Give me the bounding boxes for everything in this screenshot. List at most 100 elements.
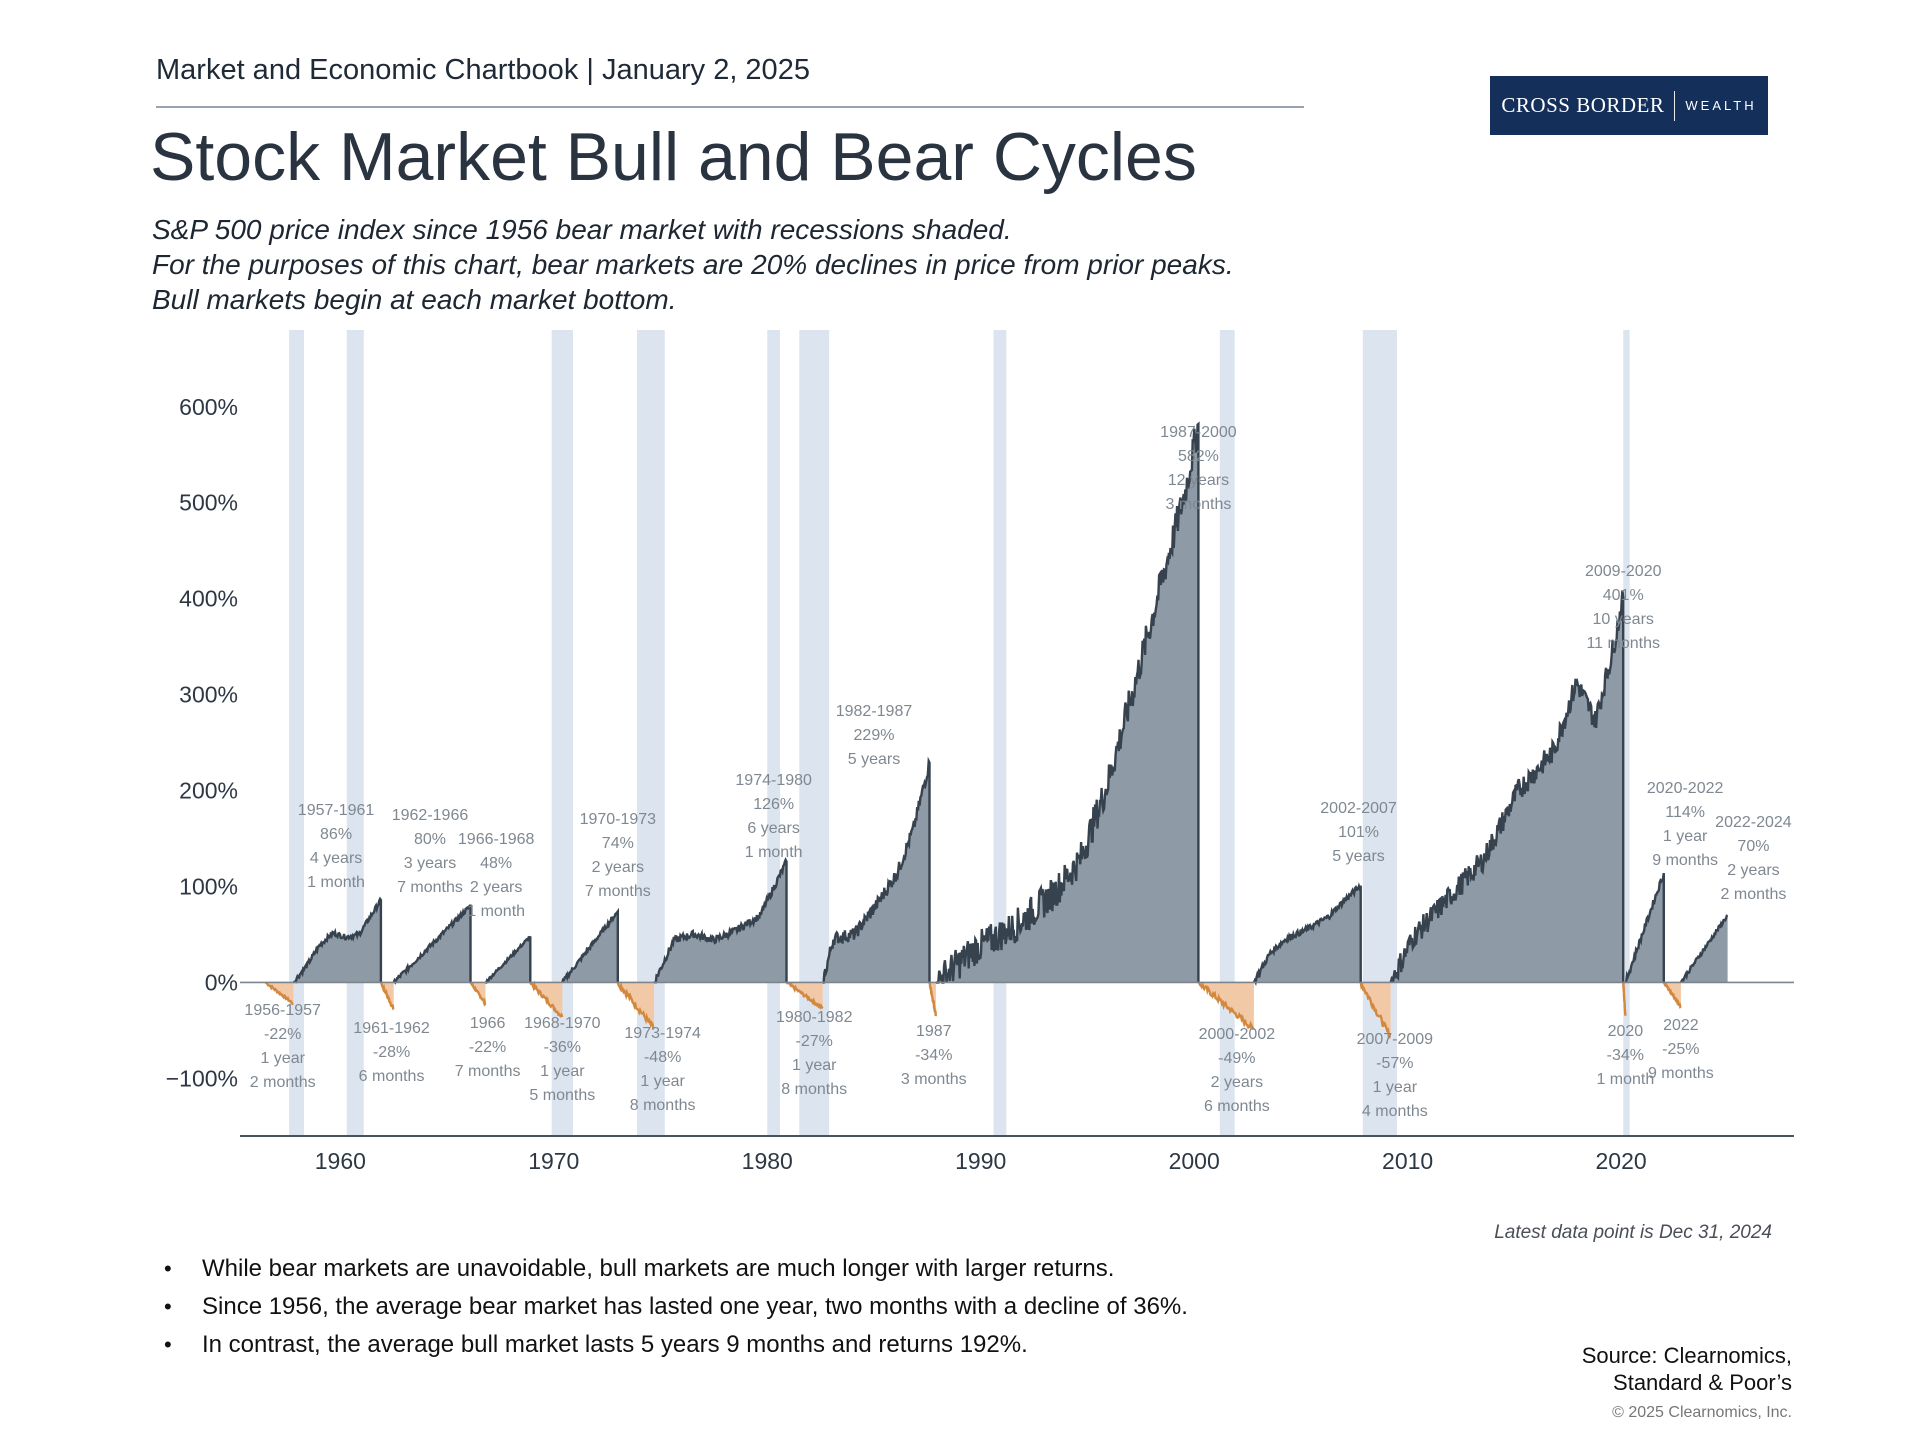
bull-market-label-line: 2009-2020 [1585, 563, 1662, 580]
bull-market-label: 2020-2022 114% 1 year 9 months [1647, 780, 1724, 869]
bull-market-label-line: 229% [854, 727, 895, 744]
bull-market-label-line: 114% [1665, 804, 1705, 821]
source-line: Standard & Poor’s [1613, 1370, 1792, 1395]
bull-market-line [292, 896, 383, 984]
logo-sub-text: WEALTH [1685, 98, 1757, 113]
bear-market-label-line: 2022 [1663, 1017, 1699, 1034]
bull-market-label-line: 1987-2000 [1160, 424, 1237, 441]
x-tick-label: 1970 [528, 1148, 579, 1170]
bear-market-label-line: 1961-1962 [353, 1020, 430, 1037]
bear-market-line [380, 981, 395, 1011]
bull-market-label-line: 2 months [1721, 886, 1787, 903]
bull-market-label: 1970-1973 74% 2 years 7 months [580, 811, 657, 900]
bear-market-label-line: 6 months [359, 1068, 425, 1085]
bear-market-label-line: 8 months [781, 1081, 847, 1098]
bear-market-label-line: 1 year [792, 1057, 837, 1074]
bull-market-label-line: 74% [602, 835, 634, 852]
bear-market-label: 1961-1962 -28% 6 months [353, 1020, 430, 1085]
bull-market-label-line: 80% [414, 831, 446, 848]
bull-market-line [485, 935, 532, 984]
bear-market-label-line: 5 months [529, 1087, 595, 1104]
x-tick-label: 2010 [1382, 1148, 1433, 1170]
bull-market-line [1252, 882, 1362, 987]
y-tick-label: 400% [179, 586, 238, 612]
x-tick-label: 1990 [955, 1148, 1006, 1170]
source-line: Source: Clearnomics, [1581, 1343, 1792, 1368]
bull-market-label-line: 582% [1178, 448, 1219, 465]
logo-separator [1674, 90, 1676, 121]
header-divider [156, 106, 1304, 108]
bear-market-label-line: 1980-1982 [776, 1009, 853, 1026]
key-points-list: While bear markets are unavoidable, bull… [164, 1250, 1188, 1364]
y-tick-label: −100% [166, 1065, 238, 1091]
bear-market-label-line: 2020 [1608, 1023, 1644, 1040]
bull-market-label-line: 9 months [1652, 852, 1718, 869]
bull-market-label-line: 70% [1737, 838, 1769, 855]
key-point: Since 1956, the average bear market has … [164, 1288, 1188, 1326]
y-tick-label: 600% [179, 394, 238, 420]
bull-market-label: 1982-1987 229% 5 years [836, 703, 913, 768]
bull-market-line [653, 857, 788, 984]
bull-market-line [392, 904, 472, 985]
bull-market-label: 1966-1968 48% 2 years 1 month [458, 831, 535, 920]
bull-market-line [1679, 914, 1729, 984]
bull-market-label-line: 1982-1987 [836, 703, 913, 720]
bear-market-label-line: 1 year [540, 1063, 585, 1080]
bull-market-label: 1974-1980 126% 6 years 1 month [735, 772, 812, 861]
bull-market-label-line: 48% [480, 855, 512, 872]
bear-market-label: 2020 -34% 1 month [1596, 1023, 1654, 1088]
bull-market-line [561, 907, 619, 983]
bear-market-label-line: 2000-2002 [1199, 1026, 1276, 1043]
bear-market-label: 1973-1974 -48% 1 year 8 months [624, 1025, 701, 1114]
bear-market-label-line: 1 year [260, 1050, 305, 1067]
bull-market-label: 1962-1966 80% 3 years 7 months [392, 807, 469, 896]
x-tick-label: 1960 [315, 1148, 366, 1170]
bull-market-label-line: 2 years [470, 879, 522, 896]
bull-market-label-line: 1957-1961 [298, 802, 375, 819]
bull-market-label: 2022-2024 70% 2 years 2 months [1715, 814, 1792, 903]
bear-market-label-line: 7 months [455, 1063, 521, 1080]
bear-market-line [1662, 981, 1682, 1009]
bear-market-label-line: -48% [644, 1049, 681, 1066]
y-tick-label: 500% [179, 490, 238, 516]
bull-market-area [654, 859, 787, 983]
bear-market-label-line: -57% [1376, 1055, 1413, 1072]
bear-market-label: 1987 -34% 3 months [901, 1023, 967, 1088]
x-tick-label: 2020 [1596, 1148, 1647, 1170]
bull-market-label-line: 1 month [745, 844, 803, 861]
bear-market-label: 2022 -25% 9 months [1648, 1017, 1714, 1082]
bull-market-label-line: 2 years [592, 859, 644, 876]
bull-market-label-line: 1 month [307, 874, 365, 891]
bull-market-label-line: 11 months [1586, 635, 1660, 652]
bear-market-line [928, 982, 938, 1017]
bear-market-label-line: -34% [915, 1047, 952, 1064]
bull-market-area [1390, 590, 1624, 983]
bear-market-line [529, 980, 564, 1018]
x-tick-label: 1980 [742, 1148, 793, 1170]
logo-main-text: CROSS BORDER [1501, 93, 1665, 117]
bear-market-label: 2007-2009 -57% 1 year 4 months [1357, 1031, 1434, 1120]
bear-market-label-line: 1973-1974 [624, 1025, 701, 1042]
bear-market-line [1197, 981, 1255, 1031]
latest-data-note: Latest data point is Dec 31, 2024 [1494, 1222, 1772, 1243]
copyright: © 2025 Clearnomics, Inc. [1612, 1404, 1792, 1421]
bear-market-label-line: -34% [1607, 1047, 1644, 1064]
bear-market-label: 1968-1970 -36% 1 year 5 months [524, 1015, 601, 1104]
bear-market-label: 2000-2002 -49% 2 years 6 months [1199, 1026, 1276, 1115]
chart-subtitle: S&P 500 price index since 1956 bear mark… [152, 212, 1234, 317]
bull-market-label-line: 3 years [404, 855, 456, 872]
bull-market-label-line: 7 months [397, 879, 463, 896]
y-tick-label: 100% [179, 874, 238, 900]
y-tick-label: 200% [179, 778, 238, 804]
bear-market-label-line: 1966 [470, 1015, 506, 1032]
bear-market-label-line: 1 year [640, 1073, 685, 1090]
bull-market-line [1624, 872, 1665, 984]
subtitle-line: Bull markets begin at each market bottom… [152, 284, 677, 315]
key-point: In contrast, the average bull market las… [164, 1326, 1188, 1364]
recession-band [1623, 330, 1630, 1136]
source-note: Source: Clearnomics, Standard & Poor’s [1582, 1342, 1792, 1396]
bull-market-label-line: 126% [753, 796, 794, 813]
page-title: Stock Market Bull and Bear Cycles [150, 119, 1197, 195]
bull-market-label: 1957-1961 86% 4 years 1 month [298, 802, 375, 891]
bear-market-line [1622, 982, 1627, 1016]
